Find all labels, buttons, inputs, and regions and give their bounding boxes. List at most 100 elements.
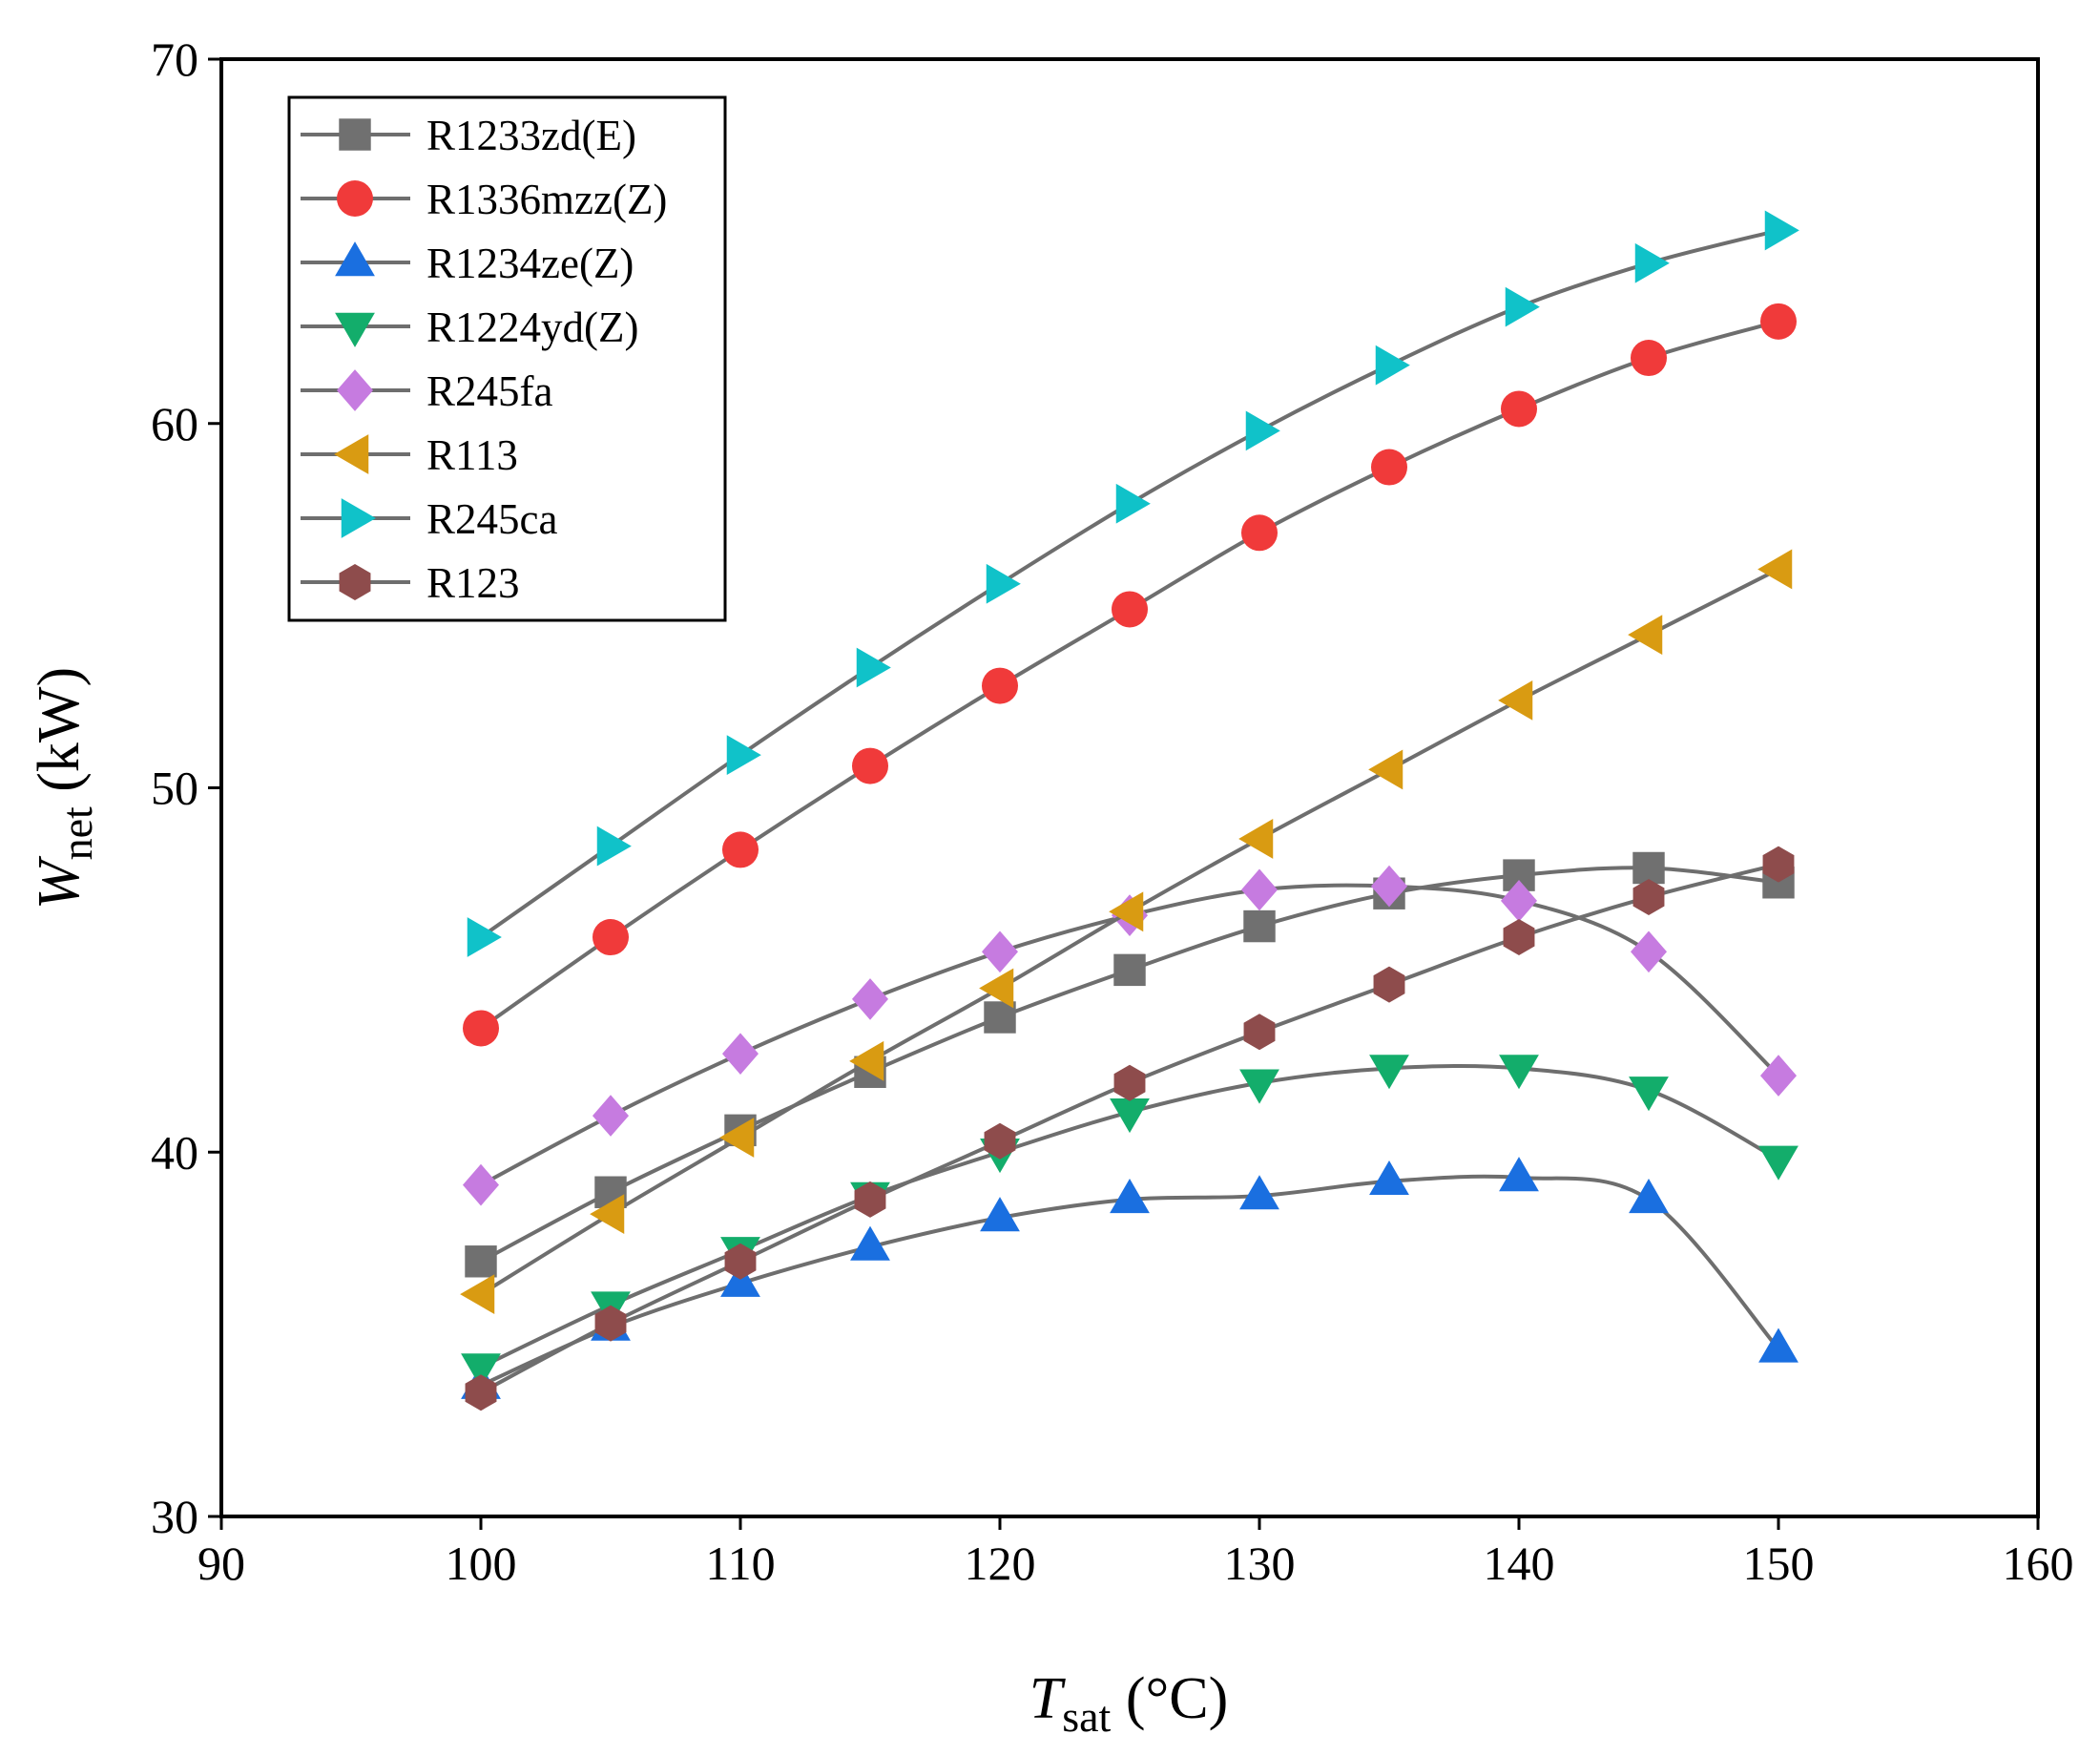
data-point <box>1369 1055 1409 1090</box>
data-point <box>1762 846 1795 883</box>
data-point <box>1241 868 1278 911</box>
x-axis-label-sub: sat <box>1062 1692 1111 1741</box>
data-point <box>1631 930 1667 973</box>
y-axis-label-var: W <box>27 855 92 909</box>
data-point <box>596 826 632 867</box>
data-point <box>1368 749 1403 790</box>
data-point <box>724 1243 757 1280</box>
legend-entry: R123 <box>301 559 520 607</box>
x-tick-label: 130 <box>1224 1536 1296 1590</box>
legend-entry: R245fa <box>301 367 553 415</box>
data-point <box>1501 390 1537 428</box>
data-point <box>1632 879 1665 916</box>
data-point <box>1503 919 1535 956</box>
data-point <box>722 1033 759 1076</box>
data-point <box>726 735 761 776</box>
data-point <box>1501 879 1537 922</box>
data-point <box>856 647 891 688</box>
data-point <box>849 1040 884 1081</box>
y-tick-label: 60 <box>151 397 198 450</box>
data-point <box>1239 1175 1279 1210</box>
data-point <box>1498 679 1533 721</box>
x-axis-label: Tsat (°C) <box>1029 1666 1229 1741</box>
data-point <box>1631 340 1667 377</box>
data-point <box>1629 1179 1669 1214</box>
data-point <box>1243 1014 1276 1051</box>
legend-label: R1224yd(Z) <box>426 303 638 351</box>
data-point <box>982 930 1018 973</box>
series-R1234ze(Z) <box>461 1157 1799 1399</box>
legend-entry: R245ca <box>301 495 557 543</box>
x-tick-label: 150 <box>1743 1536 1815 1590</box>
data-point <box>1628 615 1663 656</box>
data-point <box>1758 1327 1799 1363</box>
data-point <box>593 1095 629 1137</box>
data-point <box>1760 303 1797 340</box>
data-point <box>854 1181 886 1218</box>
data-point <box>720 1262 760 1297</box>
data-point <box>1632 851 1665 885</box>
data-point <box>1241 514 1278 552</box>
legend-entry: R1233zd(E) <box>301 112 636 159</box>
data-point <box>984 1122 1016 1160</box>
legend-entry: R1336mzz(Z) <box>301 176 667 223</box>
series-R113 <box>460 549 1793 1315</box>
x-axis-label-unit: (°C) <box>1111 1666 1228 1731</box>
data-point <box>1371 449 1407 486</box>
legend-label: R1234ze(Z) <box>426 240 634 287</box>
legend-label: R1336mzz(Z) <box>426 176 667 223</box>
data-point <box>1110 1179 1150 1214</box>
legend-entry: R1234ze(Z) <box>301 240 634 287</box>
legend-marker <box>335 312 375 347</box>
data-point <box>1109 891 1144 932</box>
data-point <box>1115 483 1151 524</box>
y-axis-label-unit: (kW) <box>27 667 92 806</box>
legend: R1233zd(E) R1336mzz(Z) R1234ze(Z) R1224yd(Z… <box>287 95 727 622</box>
data-point <box>980 1197 1020 1232</box>
x-tick-label: 160 <box>2003 1536 2074 1590</box>
series-layer <box>460 210 1799 1411</box>
data-point <box>1245 410 1280 451</box>
legend-marker <box>339 118 371 151</box>
y-tick-label: 40 <box>151 1125 198 1179</box>
y-axis-label-sub: net <box>52 806 101 860</box>
data-point <box>1764 210 1799 251</box>
legend-marker <box>341 498 376 538</box>
legend-marker <box>339 564 371 600</box>
data-point <box>465 1245 497 1278</box>
data-point <box>984 1001 1016 1034</box>
x-tick-label: 90 <box>198 1536 245 1590</box>
legend-label: R123 <box>426 559 520 607</box>
legend-marker <box>334 434 369 474</box>
data-point <box>1371 865 1407 908</box>
x-tick-label: 120 <box>965 1536 1036 1590</box>
data-point <box>461 1353 501 1389</box>
data-point <box>465 1374 497 1411</box>
data-point <box>463 1163 499 1206</box>
data-point <box>719 1118 755 1158</box>
data-point <box>1239 1069 1279 1104</box>
x-axis-label-var: T <box>1029 1666 1067 1731</box>
legend-entry: R113 <box>301 431 518 479</box>
data-point <box>1113 1064 1146 1101</box>
y-tick-label: 50 <box>151 762 198 815</box>
legend-marker <box>337 369 373 411</box>
data-point <box>1629 1077 1669 1112</box>
data-point <box>1375 345 1410 386</box>
series-R1336mzz(Z) <box>463 303 1797 1047</box>
data-point <box>852 747 888 784</box>
data-point <box>1113 953 1146 987</box>
legend-label: R245fa <box>426 367 553 415</box>
data-point <box>593 919 629 956</box>
x-tick-label: 110 <box>705 1536 775 1590</box>
data-point <box>722 831 759 868</box>
y-axis-label: Wnet (kW) <box>27 667 101 909</box>
data-point <box>1499 1055 1539 1090</box>
y-tick-label: 70 <box>151 32 198 86</box>
data-point <box>1758 1145 1799 1181</box>
legend-label: R245ca <box>426 495 557 543</box>
data-point <box>1243 909 1276 943</box>
x-tick-label: 100 <box>446 1536 517 1590</box>
legend-marker <box>335 241 375 277</box>
